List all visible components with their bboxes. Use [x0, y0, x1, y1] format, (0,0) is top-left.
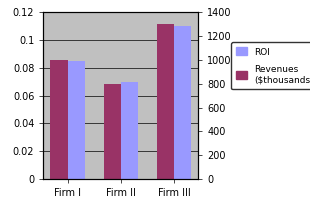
Bar [121, 82, 138, 179]
Bar [68, 61, 85, 179]
Bar [104, 84, 121, 179]
Bar [174, 26, 191, 179]
Bar [51, 60, 68, 179]
Legend: ROI, Revenues
($thousands): ROI, Revenues ($thousands) [231, 42, 310, 89]
Bar [157, 24, 174, 179]
